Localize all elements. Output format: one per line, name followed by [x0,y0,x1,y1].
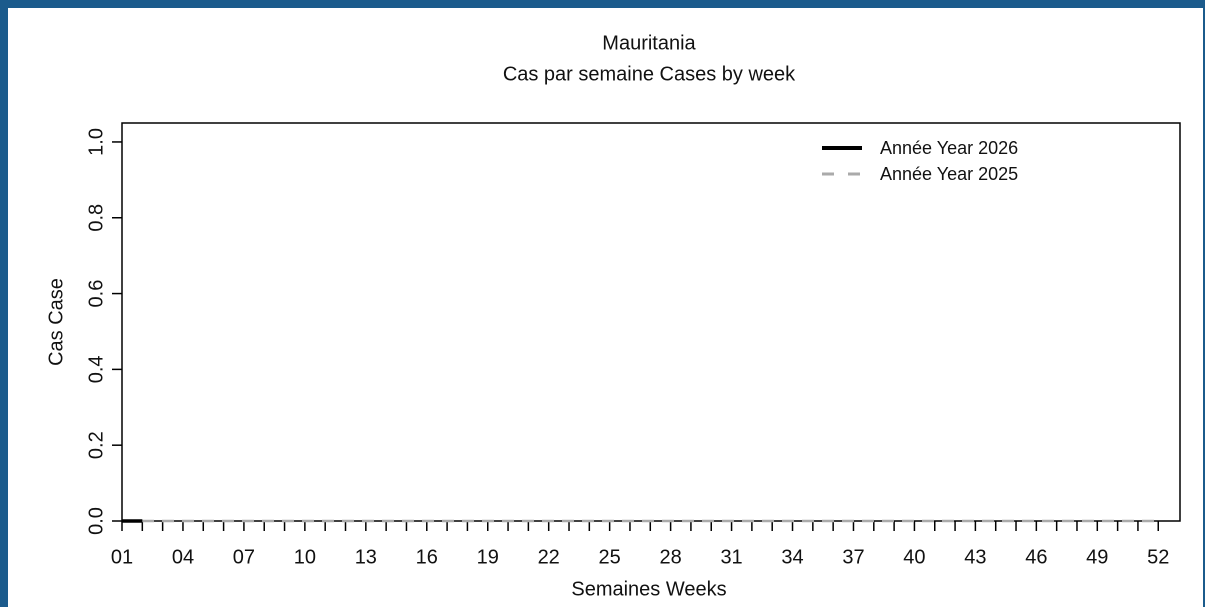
x-tick-label: 19 [477,546,499,568]
x-tick-label: 16 [416,546,438,568]
y-axis-label: Cas Case [45,278,67,366]
y-tick-label: 0.4 [85,355,107,383]
y-tick-label: 0.2 [85,431,107,459]
x-tick-label: 13 [355,546,377,568]
x-tick-label: 28 [659,546,681,568]
x-tick-label: 31 [720,546,742,568]
x-tick-label: 43 [964,546,986,568]
x-tick-label: 46 [1025,546,1047,568]
x-tick-label: 25 [599,546,621,568]
y-tick-label: 0.6 [85,280,107,308]
x-tick-label: 04 [172,546,194,568]
x-tick-label: 10 [294,546,316,568]
x-tick-label: 52 [1147,546,1169,568]
x-tick-label: 37 [842,546,864,568]
plot-window [8,8,1203,607]
y-tick-label: 1.0 [85,128,107,156]
y-tick-label: 0.8 [85,204,107,232]
legend-label: Année Year 2026 [880,138,1018,158]
x-tick-label: 40 [903,546,925,568]
legend-label: Année Year 2025 [880,164,1018,184]
chart-title: Mauritania [602,32,696,54]
x-tick-label: 22 [538,546,560,568]
y-tick-label: 0.0 [85,507,107,535]
x-axis-label: Semaines Weeks [571,578,726,600]
x-tick-label: 01 [111,546,133,568]
x-tick-label: 49 [1086,546,1108,568]
x-tick-label: 34 [781,546,803,568]
chart-subtitle: Cas par semaine Cases by week [503,63,796,85]
x-tick-label: 07 [233,546,255,568]
